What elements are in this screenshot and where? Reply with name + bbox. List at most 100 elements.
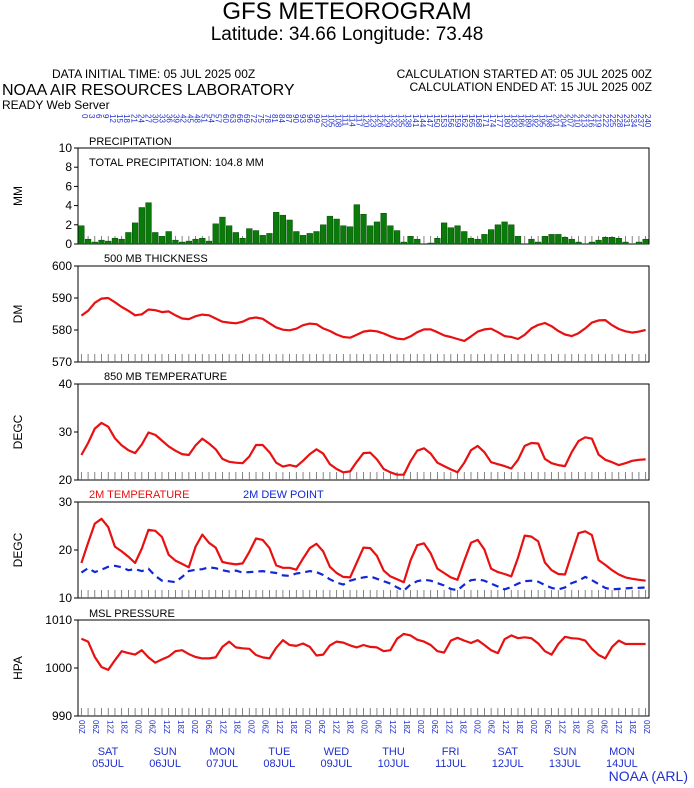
precip-bar	[293, 231, 300, 245]
forecast-hour-label: 120	[362, 114, 371, 128]
precip-bar	[105, 240, 112, 245]
pressure-series-line	[80, 632, 646, 672]
location-subtitle: Latitude: 34.66 Longitude: 73.48	[210, 24, 484, 45]
hour-axis-label: 06Z	[261, 720, 270, 734]
forecast-hour-label: 189	[523, 114, 532, 128]
forecast-hour-label: 129	[383, 114, 392, 128]
forecast-hour-label: 222	[601, 114, 610, 128]
forecast-hour-label: 153	[439, 114, 448, 128]
precip-bar	[158, 236, 166, 245]
precip-bar	[138, 207, 145, 245]
date-label: 10JUL	[378, 758, 410, 770]
precip-bar	[346, 226, 354, 245]
precip-bar	[535, 241, 542, 245]
precip-bar	[454, 225, 461, 245]
temp850-series-line	[80, 421, 646, 476]
precipitation-y-tick-label: 8	[65, 160, 72, 174]
precip-bar	[145, 202, 152, 245]
hour-axis-label: 12Z	[105, 720, 114, 734]
forecast-hour-label: 30	[150, 114, 159, 123]
forecast-hour-label: 54	[207, 114, 216, 123]
precip-bar	[561, 237, 569, 245]
hour-axis-label: 12Z	[331, 720, 340, 734]
precip-bar	[501, 221, 508, 245]
precip-bar	[447, 227, 454, 245]
forecast-hour-label: 3	[87, 114, 96, 119]
date-label: 13JUL	[549, 758, 581, 770]
forecast-hour-label: 60	[221, 114, 230, 123]
forecast-hour-label: 165	[467, 114, 476, 128]
precip-bar	[179, 241, 186, 245]
forecast-hour-label: 141	[411, 114, 420, 128]
day-of-week-label: WED	[324, 746, 350, 758]
forecast-hour-label: 171	[481, 114, 490, 128]
precip-bar	[239, 237, 246, 245]
hour-axis-label: 18Z	[571, 720, 580, 734]
forecast-hour-label: 225	[608, 114, 617, 128]
precip-bar	[306, 233, 313, 245]
forecast-hour-label: 114	[347, 114, 356, 127]
precipitation-y-tick-label: 10	[59, 141, 73, 155]
forecast-hour-label: 75	[256, 114, 265, 123]
hour-axis-label: 00Z	[303, 720, 312, 734]
day-of-week-label: MON	[609, 746, 635, 758]
forecast-hour-label: 168	[474, 114, 483, 128]
hour-axis-label: 18Z	[628, 720, 637, 734]
hour-axis-label: 00Z	[190, 720, 199, 734]
hour-axis-label: 12Z	[162, 720, 171, 734]
forecast-hour-label: 234	[629, 114, 638, 128]
forecast-hour-label: 36	[164, 114, 173, 123]
day-of-week-label: THU	[382, 746, 405, 758]
forecast-hour-label: 159	[453, 114, 462, 128]
surface-y-axis-label: DEGC	[11, 532, 25, 567]
precip-bar	[407, 236, 414, 245]
legend-2m-dew-point: 2M DEW POINT	[243, 489, 324, 501]
forecast-hour-label: 186	[516, 114, 525, 128]
forecast-hour-label: 201	[552, 114, 561, 128]
hour-axis-label: 18Z	[119, 720, 128, 734]
precip-bar	[528, 238, 535, 245]
thickness-y-tick-label: 600	[52, 259, 72, 273]
precip-bar	[111, 237, 119, 245]
precip-bar	[595, 239, 602, 245]
surface-y-tick-label: 10	[59, 591, 73, 605]
forecast-hour-label: 180	[502, 114, 511, 128]
precip-bar	[131, 222, 139, 245]
precip-bar	[548, 234, 555, 245]
precip-bar	[514, 236, 522, 245]
precip-bar	[246, 228, 253, 245]
precip-bar	[622, 241, 629, 245]
temp850-title: 850 MB TEMPERATURE	[104, 371, 227, 383]
precipitation-y-axis-label: MM	[11, 186, 25, 206]
forecast-hour-label: 108	[333, 114, 342, 128]
thickness-series-line	[80, 296, 646, 342]
forecast-hour-label: 102	[319, 114, 328, 128]
hour-axis-label: 00Z	[473, 720, 482, 734]
hour-axis-label: 06Z	[543, 720, 552, 734]
hour-axis-label: 12Z	[614, 720, 623, 734]
precip-bar	[380, 213, 387, 245]
forecast-hour-label: 126	[376, 114, 385, 128]
forecast-hour-label: 132	[390, 114, 399, 128]
credit-label: NOAA (ARL)	[608, 768, 688, 784]
hour-axis-label: 00Z	[529, 720, 538, 734]
precip-bar	[541, 236, 548, 245]
forecast-hour-label: 240	[643, 114, 652, 128]
forecast-hour-label: 21	[129, 114, 138, 123]
forecast-hour-label: 33	[157, 114, 166, 123]
surface-y-tick-label: 30	[59, 495, 73, 509]
precip-bar	[360, 213, 367, 245]
forecast-hour-label: 123	[369, 114, 378, 128]
precip-bar	[333, 218, 340, 245]
thickness-title: 500 MB THICKNESS	[104, 253, 208, 265]
precip-bar	[279, 214, 286, 245]
precip-bar	[467, 237, 475, 245]
forecast-hour-label: 99	[312, 114, 321, 123]
precip-bar	[192, 238, 199, 245]
thickness-y-tick-label: 570	[52, 355, 72, 369]
hour-axis-label: 12Z	[218, 720, 227, 734]
legend-2m-temperature: 2M TEMPERATURE	[89, 489, 189, 501]
thickness-y-tick-label: 580	[52, 323, 72, 337]
forecast-hour-label: 87	[284, 114, 293, 123]
